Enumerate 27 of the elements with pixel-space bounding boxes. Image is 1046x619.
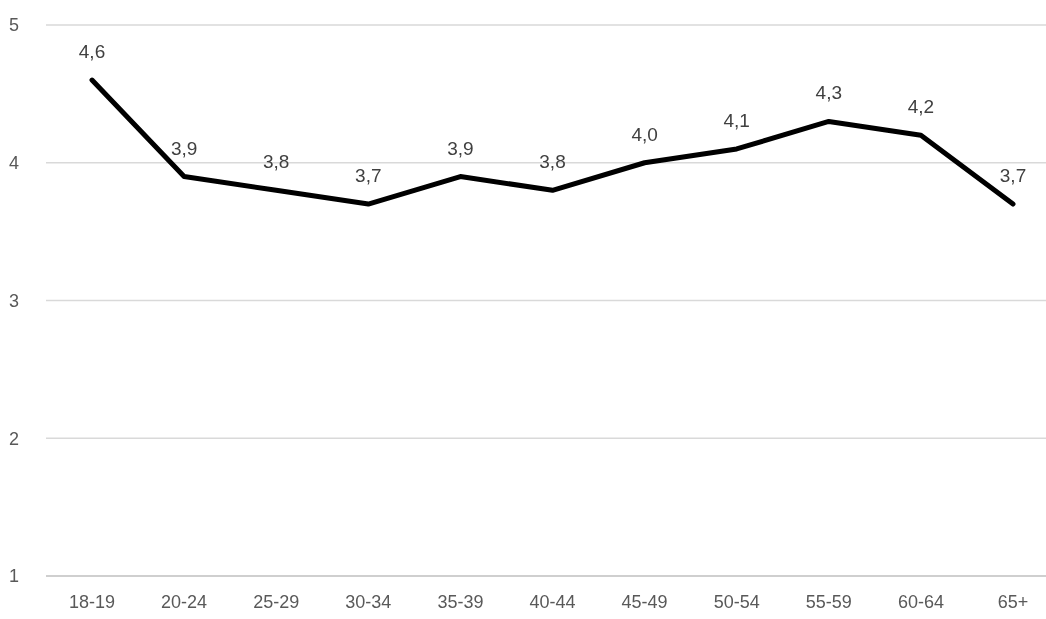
data-label: 4,0 [631, 123, 658, 145]
x-tick-label: 50-54 [713, 592, 760, 612]
x-tick-label: 20-24 [161, 592, 208, 612]
x-tick-label: 18-19 [68, 592, 116, 612]
y-tick-label: 5 [8, 15, 20, 36]
data-label: 3,9 [447, 137, 474, 159]
x-tick-label: 25-29 [253, 592, 300, 612]
data-label: 3,8 [262, 151, 290, 173]
y-tick-label: 1 [8, 566, 20, 587]
data-label: 4,6 [78, 41, 106, 63]
data-label: 4,2 [907, 96, 935, 118]
x-tick-label: 35-39 [437, 592, 484, 612]
data-label: 4,3 [815, 82, 843, 104]
y-tick-label: 3 [8, 290, 20, 311]
x-tick-label: 65+ [997, 592, 1029, 612]
data-label: 3,7 [999, 165, 1027, 187]
x-tick-label: 40-44 [529, 592, 576, 612]
y-tick-label: 2 [8, 428, 20, 449]
data-label: 3,9 [170, 137, 198, 159]
y-tick-label: 4 [8, 153, 20, 174]
x-tick-label: 55-59 [805, 592, 852, 612]
x-tick-label: 30-34 [345, 592, 392, 612]
data-label: 4,1 [723, 109, 750, 131]
x-tick-label: 60-64 [897, 592, 944, 612]
data-label: 3,7 [355, 165, 382, 187]
data-label: 3,8 [539, 151, 566, 173]
x-tick-label: 45-49 [621, 592, 668, 612]
